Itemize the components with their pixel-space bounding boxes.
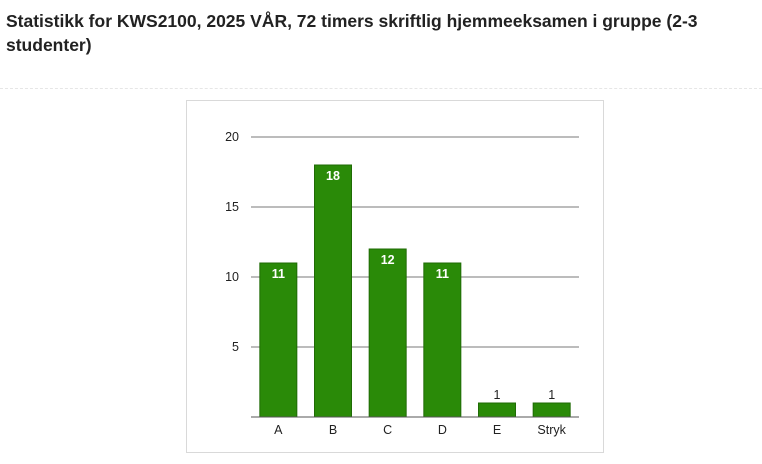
bar-value-label: 12 (381, 253, 395, 267)
chart-container: 5 10 15 20 11 18 12 11 1 1 A B C D E Stryk (186, 100, 604, 453)
bar-C (368, 248, 407, 418)
x-tick-label: C (383, 423, 392, 437)
bar-E (478, 402, 516, 418)
bar-value-label: 1 (494, 388, 501, 402)
bar-value-label: 11 (436, 267, 449, 281)
x-tick-label: D (438, 423, 447, 437)
y-tick-label: 20 (225, 130, 239, 144)
bar-B (314, 164, 352, 418)
divider (0, 88, 762, 89)
bar-value-label: 11 (272, 267, 285, 281)
x-axis-ticks: A B C D E Stryk (274, 423, 566, 437)
y-tick-label: 10 (225, 270, 239, 284)
bars (259, 164, 571, 418)
bar-value-label: 18 (326, 169, 340, 183)
x-tick-label: B (329, 423, 337, 437)
bar-D (423, 262, 462, 418)
page-title: Statistikk for KWS2100, 2025 VÅR, 72 tim… (6, 11, 698, 55)
grid-layer (251, 136, 579, 348)
bar-value-label: 1 (548, 388, 555, 402)
y-axis-ticks: 5 10 15 20 (225, 130, 239, 354)
x-tick-label: Stryk (537, 423, 566, 437)
bar-A (259, 262, 298, 418)
x-tick-label: A (274, 423, 283, 437)
y-tick-label: 15 (225, 200, 239, 214)
bar-Stryk (532, 402, 571, 418)
y-tick-label: 5 (232, 340, 239, 354)
x-tick-label: E (493, 423, 501, 437)
